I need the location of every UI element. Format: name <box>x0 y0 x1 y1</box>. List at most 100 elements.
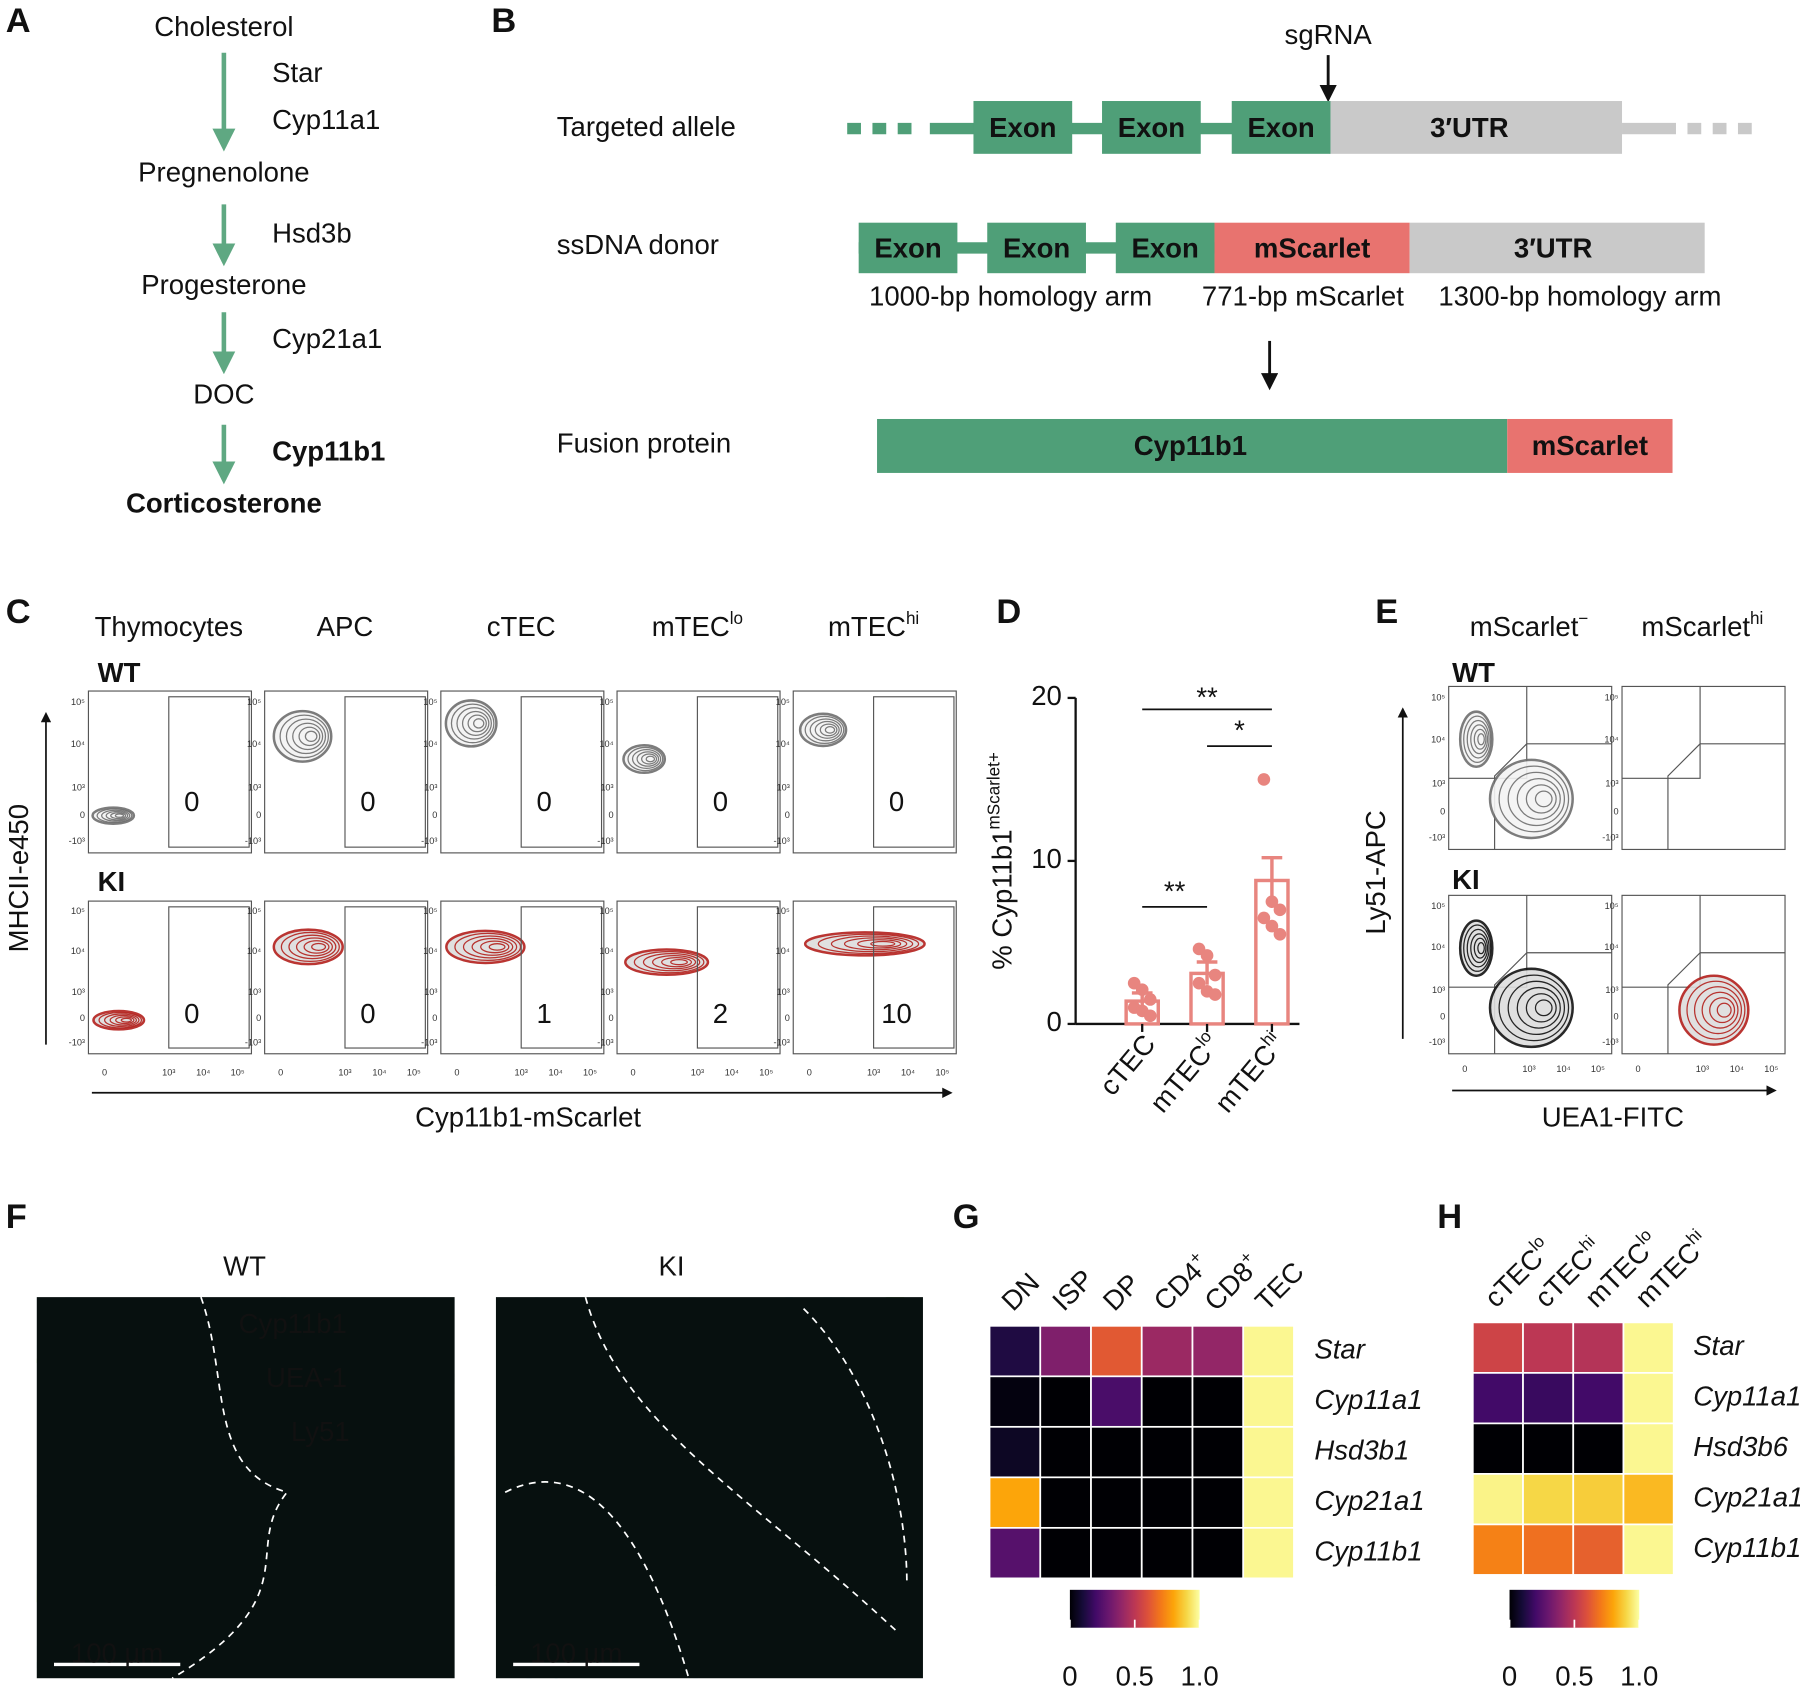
flow-plot <box>792 900 957 1055</box>
row-label: Cyp11b1 <box>1693 1532 1800 1563</box>
channel-label: UEA-1 <box>266 1362 347 1393</box>
contour <box>645 755 656 763</box>
panel-letter: A <box>6 2 31 40</box>
tick-label: 10⁴ <box>1604 942 1618 952</box>
column-label: CD4+ <box>1146 1247 1216 1317</box>
contour <box>1686 980 1746 1040</box>
tick-label: 10⁵ <box>600 697 614 707</box>
tick-label: 10⁵ <box>1605 692 1619 702</box>
tick-label: 0 <box>807 1068 812 1078</box>
tick-label: -10³ <box>773 836 789 846</box>
scale-bar-label: 100 µm <box>530 1638 622 1669</box>
heat-cell <box>1090 1375 1143 1428</box>
axis-label: UEA1-FITC <box>1542 1101 1684 1132</box>
tick-label: 10⁴ <box>776 739 790 749</box>
row-label: Cyp11a1 <box>1693 1380 1800 1411</box>
contour <box>1458 710 1494 769</box>
row-label: Cyp21a1 <box>1314 1485 1424 1516</box>
contour <box>817 933 920 955</box>
gate-value: 0 <box>360 998 375 1029</box>
heat-cell <box>1039 1375 1092 1428</box>
tick-label: 0 <box>608 810 613 820</box>
contour <box>288 934 337 960</box>
colorbar-label: 0 <box>1062 1661 1077 1692</box>
tick-label: 10⁴ <box>247 946 261 956</box>
contour <box>857 939 902 949</box>
colorbar-label: 1.0 <box>1620 1661 1658 1692</box>
exon <box>858 222 958 274</box>
utr-text: 3′UTR <box>1514 233 1593 264</box>
heat-cell <box>1572 1321 1625 1374</box>
contour <box>1516 986 1561 1029</box>
column-header-main: mScarlet <box>1470 611 1579 642</box>
heat-cell <box>1191 1476 1245 1529</box>
heat-cell <box>1471 1473 1524 1526</box>
utr-text: 3′UTR <box>1430 112 1509 143</box>
contour <box>1488 758 1574 840</box>
row-label: Star <box>1693 1330 1745 1361</box>
data-point <box>1143 1009 1157 1023</box>
heat-cell <box>1622 1473 1675 1526</box>
fusion-protein <box>877 418 1508 473</box>
column-header-main: Thymocytes <box>95 611 243 642</box>
column-label-main: TEC <box>1249 1256 1310 1317</box>
data-point <box>1265 919 1279 933</box>
contour <box>471 937 514 956</box>
fusion-tag <box>1507 418 1673 473</box>
gate-value: 0 <box>713 786 728 817</box>
exon <box>987 222 1086 274</box>
gate <box>520 696 603 848</box>
contour <box>295 937 333 957</box>
heat-cell <box>988 1425 1042 1479</box>
gate <box>344 906 426 1049</box>
insert <box>1214 222 1410 274</box>
arm-label: 771-bp mScarlet <box>1202 281 1404 312</box>
pathway-step: Cholesterol <box>154 11 293 42</box>
column-header-sup: hi <box>1750 609 1763 628</box>
column-header-sup: hi <box>906 609 919 628</box>
tick-label: 10³ <box>867 1068 880 1078</box>
tick-label: 10³ <box>777 783 790 793</box>
tick-label: 0 <box>102 1068 107 1078</box>
tick-label: 0 <box>454 1068 459 1078</box>
heat-cell <box>1090 1425 1143 1479</box>
contour <box>303 940 330 954</box>
tick-label: 10³ <box>248 987 261 997</box>
x-tick-label: mTEClo <box>1142 1027 1226 1118</box>
enzyme: Star <box>272 57 323 88</box>
contour <box>1458 919 1494 977</box>
column-header: cTEC <box>487 611 556 642</box>
contour <box>661 956 693 968</box>
contour <box>1466 928 1490 968</box>
contour <box>304 730 318 743</box>
heat-cell <box>1242 1324 1295 1378</box>
column-header-main: APC <box>317 611 374 642</box>
contour <box>98 1011 143 1029</box>
heat-cell <box>1191 1425 1245 1479</box>
tick-label: 10⁴ <box>196 1068 210 1078</box>
gate <box>873 696 955 848</box>
tick-label: 0 <box>631 1068 636 1078</box>
gate-value: 2 <box>713 998 728 1029</box>
tick-label: 10⁵ <box>776 906 790 916</box>
contour <box>105 810 129 821</box>
tick-label: 10⁴ <box>776 946 790 956</box>
channel-label: Cyp11b1 <box>239 1308 347 1339</box>
heat-cell <box>1140 1324 1194 1378</box>
exon-text: Exon <box>1132 233 1199 264</box>
contour <box>311 942 327 951</box>
row-label: Hsd3b6 <box>1693 1431 1789 1462</box>
heat-cell <box>1622 1372 1675 1425</box>
contour <box>473 718 485 729</box>
tick-label: 0 <box>80 1013 85 1023</box>
flow-plot <box>440 900 605 1055</box>
contour <box>631 749 662 770</box>
column-label-main: ISP <box>1046 1264 1099 1317</box>
column-label: CD8+ <box>1197 1247 1267 1317</box>
insert-text: mScarlet <box>1254 233 1370 264</box>
gate <box>1622 686 1786 850</box>
contour <box>1473 728 1487 750</box>
heat-cell <box>1039 1425 1092 1479</box>
row-label: Targeted allele <box>557 111 736 142</box>
heat-cell <box>1090 1526 1143 1580</box>
